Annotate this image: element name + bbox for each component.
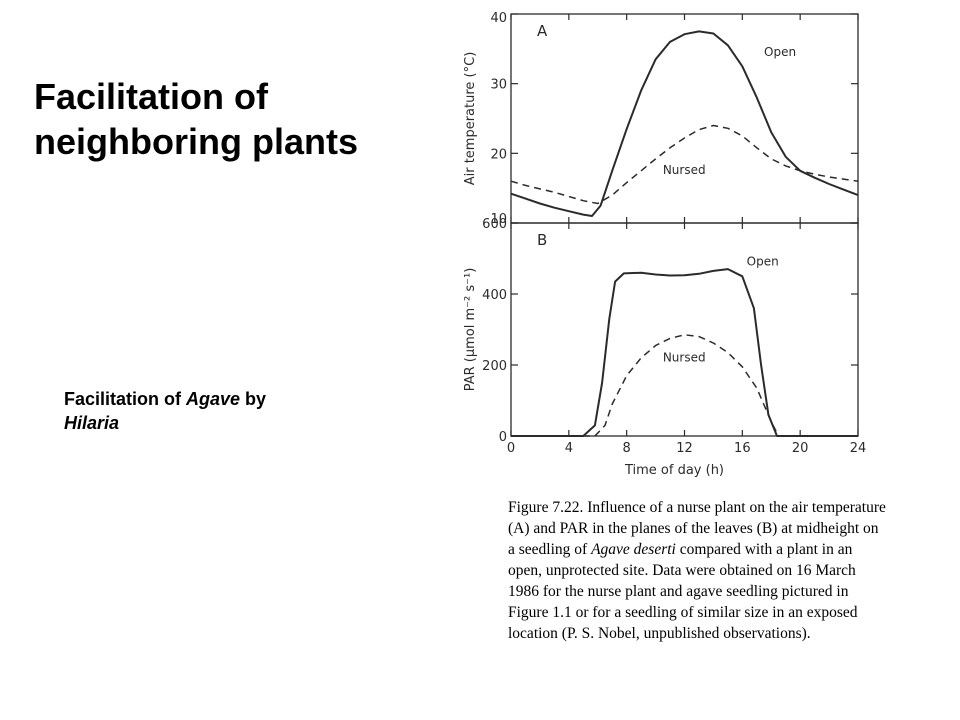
panel-b-ytick-label: 0	[499, 430, 507, 445]
panel-b-ylabel: PAR (µmol m⁻² s⁻¹)	[463, 268, 478, 392]
subtitle-host: Hilaria	[64, 413, 120, 433]
caption-text-2: compared with a plant in an open, unprot…	[508, 541, 858, 642]
caption-text-1: Figure 7.22. Influence of a nurse plant …	[508, 499, 886, 558]
panel-a-letter: A	[537, 22, 548, 40]
panel-b-xtick-label: 20	[792, 441, 809, 456]
panel-b-ytick-label: 600	[482, 217, 507, 232]
panel-b-letter: B	[537, 231, 547, 249]
panel-b-ytick-label: 400	[482, 288, 507, 303]
subtitle-middle: by	[240, 389, 267, 409]
panel-b-xlabel: Time of day (h)	[624, 463, 724, 478]
panel-b-xtick-label: 0	[507, 441, 515, 456]
panel-b-xtick-label: 4	[565, 441, 573, 456]
caption-species: Agave deserti	[591, 541, 676, 558]
panel-a-ytick-label: 30	[490, 78, 507, 93]
panel-b-xtick-label: 24	[850, 441, 867, 456]
series-line-open-a	[510, 30, 859, 217]
series-label-open-b: Open	[747, 255, 779, 269]
series-line-nursed-b	[511, 334, 858, 437]
panel-b-xtick-label: 16	[734, 441, 751, 456]
panel-a-ytick-label: 10	[490, 212, 507, 227]
panel-b-ytick-label: 200	[482, 359, 507, 374]
slide-subtitle: Facilitation of Agave by Hilaria	[64, 387, 404, 435]
figure-caption: Figure 7.22. Influence of a nurse plant …	[508, 497, 888, 644]
panel-b-xtick-label: 8	[623, 441, 631, 456]
series-label-nursed-a: Nursed	[663, 163, 706, 177]
subtitle-prefix: Facilitation of	[64, 389, 187, 409]
subtitle-genus: Agave	[186, 389, 241, 409]
slide-title: Facilitation of neighboring plants	[34, 76, 358, 162]
series-label-open-a: Open	[764, 45, 796, 59]
panel-a-ytick-label: 20	[490, 147, 507, 162]
series-label-nursed-b: Nursed	[663, 350, 706, 364]
series-line-open-b	[511, 268, 858, 437]
panel-a-ylabel: Air temperature (°C)	[463, 52, 478, 186]
panel-a-ytick-label: 40	[490, 11, 507, 26]
panel-a-chart: A 10 20 30 40 Air temperature (°C) Open Nursed	[463, 11, 859, 227]
panel-a-frame	[510, 13, 859, 224]
panel-b-chart: B 0 200 400 600 0 4 8 12 16 20 24 PAR (µmol m⁻² s⁻¹)…	[463, 217, 866, 478]
series-line-nursed-a	[510, 124, 859, 205]
panel-b-frame	[510, 222, 859, 437]
panel-b-xtick-label: 12	[676, 441, 693, 456]
